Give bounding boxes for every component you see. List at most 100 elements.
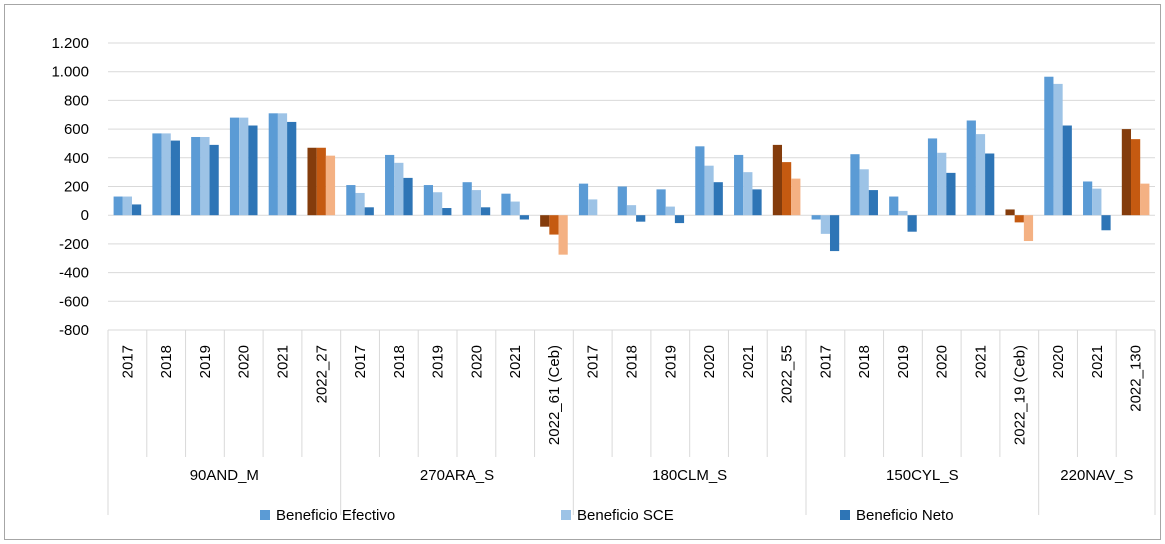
bar xyxy=(782,162,792,216)
x-tick-label: 2019 xyxy=(895,345,912,378)
bar xyxy=(540,215,550,227)
bar xyxy=(480,207,491,216)
bar xyxy=(752,189,762,216)
bar xyxy=(927,138,938,216)
bar xyxy=(364,207,374,216)
bar xyxy=(1131,139,1141,216)
bar xyxy=(946,172,956,216)
bar xyxy=(355,192,365,216)
bar xyxy=(1053,83,1063,216)
x-tick-labels: 2017 2018 2019 2020 2021 2022_27 2017 2018 2019 2… xyxy=(119,345,1144,445)
chart-frame: 1.200 1.000 800 600 400 200 0 -200 -400 -600 -800 … xyxy=(4,4,1161,540)
y-tick-label: 1.000 xyxy=(51,64,89,81)
bar xyxy=(636,215,646,222)
bar xyxy=(170,140,180,216)
x-tick-label: 2017 xyxy=(585,345,602,378)
x-tick-label: 2017 xyxy=(352,345,369,378)
bar xyxy=(695,146,705,216)
bar xyxy=(325,155,336,216)
bar xyxy=(307,147,317,216)
x-tick-label: 2021 xyxy=(973,345,990,378)
bar xyxy=(937,152,947,216)
bar xyxy=(820,215,830,234)
bar xyxy=(152,133,162,216)
legend: Beneficio Efectivo Beneficio SCE Beneficio… xyxy=(260,507,954,524)
legend-label: Beneficio Efectivo xyxy=(276,507,395,524)
bar xyxy=(113,196,123,216)
legend-swatch xyxy=(840,510,850,520)
legend-label: Beneficio SCE xyxy=(577,507,674,524)
group-label: 90AND_M xyxy=(190,467,259,484)
bars xyxy=(113,76,1150,255)
bar xyxy=(433,192,443,216)
bar xyxy=(248,125,258,216)
bar xyxy=(850,154,860,216)
bar xyxy=(1044,76,1054,216)
x-tick-label: 2021 xyxy=(1089,345,1106,378)
bar xyxy=(549,215,559,235)
bar xyxy=(704,165,714,216)
x-tick-label: 2017 xyxy=(119,345,136,378)
x-tick-label: 2018 xyxy=(391,345,408,378)
y-tick-label: -600 xyxy=(59,293,89,310)
bar xyxy=(578,183,589,216)
bar xyxy=(907,215,917,232)
bar xyxy=(346,185,356,216)
bar xyxy=(829,215,840,252)
x-tick-label: 2022_27 xyxy=(313,345,330,403)
bar xyxy=(966,120,976,216)
bar xyxy=(1092,188,1102,216)
bar xyxy=(462,182,472,216)
x-tick-label: 2020 xyxy=(468,345,485,378)
bar xyxy=(743,172,753,216)
group-label: 150CYL_S xyxy=(886,467,959,484)
bar xyxy=(122,196,132,216)
x-tick-label: 2020 xyxy=(1050,345,1067,378)
y-tick-label: -800 xyxy=(59,322,89,339)
bar xyxy=(868,190,878,216)
x-tick-label: 2018 xyxy=(856,345,873,378)
bar xyxy=(268,113,278,216)
bar xyxy=(617,186,627,216)
bar xyxy=(239,117,249,216)
group-label: 180CLM_S xyxy=(652,467,727,484)
bar xyxy=(1140,183,1150,216)
x-tick-label: 2021 xyxy=(740,345,757,378)
bar xyxy=(713,182,723,216)
bar xyxy=(772,144,783,216)
y-tick-label: 1.200 xyxy=(51,35,89,52)
y-tick-label: 200 xyxy=(64,179,89,196)
x-tick-label: 2017 xyxy=(817,345,834,378)
y-tick-label: 600 xyxy=(64,121,89,138)
x-tick-label: 2022_55 xyxy=(779,345,796,403)
x-tick-label: 2022_61 (Ceb) xyxy=(546,345,563,445)
bar xyxy=(1121,129,1132,216)
bar xyxy=(985,153,995,216)
legend-item: Beneficio SCE xyxy=(561,507,674,524)
bar xyxy=(1101,215,1111,231)
x-tick-label: 2022_130 xyxy=(1128,345,1145,412)
bar xyxy=(277,113,288,216)
bar xyxy=(656,189,666,216)
x-tick-label: 2019 xyxy=(662,345,679,378)
bar xyxy=(442,208,452,216)
y-tick-label: 800 xyxy=(64,92,89,109)
bar xyxy=(889,196,899,216)
bar xyxy=(287,121,297,216)
bar xyxy=(209,144,219,216)
y-tick-label: -200 xyxy=(59,236,89,253)
legend-label: Beneficio Neto xyxy=(856,507,954,524)
legend-item: Beneficio Neto xyxy=(840,507,954,524)
group-label: 270ARA_S xyxy=(420,467,494,484)
bar xyxy=(734,154,744,216)
legend-swatch xyxy=(260,510,270,520)
x-tick-label: 2019 xyxy=(430,345,447,378)
bar xyxy=(859,169,869,216)
bar xyxy=(403,177,413,216)
bar xyxy=(665,206,675,216)
bar xyxy=(519,215,529,220)
legend-item: Beneficio Efectivo xyxy=(260,507,395,524)
bar xyxy=(558,215,568,255)
x-tick-label: 2022_19 (Ceb) xyxy=(1011,345,1028,445)
bar xyxy=(200,136,210,216)
